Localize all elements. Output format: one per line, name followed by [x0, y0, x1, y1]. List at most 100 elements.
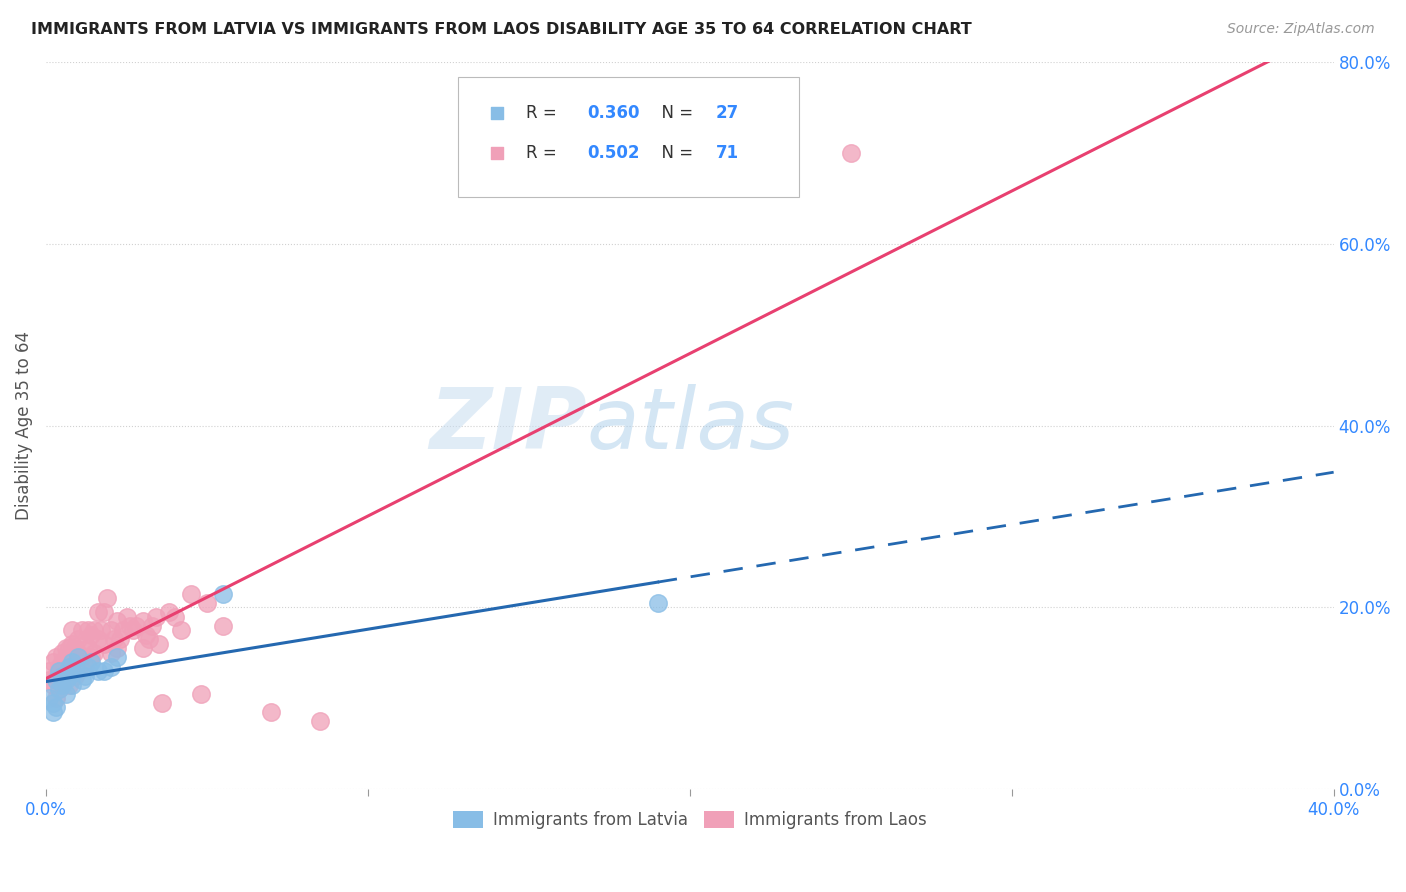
Point [70, 673, 93, 688]
Point [45, 668, 67, 682]
Point [63, 641, 86, 656]
Point [51, 668, 73, 682]
Point [60, 637, 83, 651]
Text: N =: N = [651, 104, 699, 122]
Point [77, 659, 100, 673]
Point [51, 655, 73, 669]
Point [48, 682, 70, 697]
Point [73, 659, 96, 673]
FancyBboxPatch shape [458, 77, 800, 196]
Point [41, 705, 63, 719]
Point [839, 146, 862, 161]
Point [77, 623, 100, 637]
Point [58, 641, 80, 656]
Point [86, 632, 108, 647]
Point [132, 641, 155, 656]
Point [73, 637, 96, 651]
Point [67, 646, 90, 660]
Point [110, 632, 132, 647]
Text: R =: R = [526, 104, 562, 122]
Point [308, 714, 330, 728]
Point [260, 705, 283, 719]
Point [1161, 0, 1184, 1]
Point [157, 605, 180, 619]
Text: atlas: atlas [586, 384, 794, 467]
Point [105, 614, 128, 628]
Point [41, 655, 63, 669]
Point [135, 628, 157, 642]
Point [80, 628, 103, 642]
Point [190, 687, 212, 701]
Point [125, 618, 148, 632]
Point [51, 673, 73, 688]
Point [80, 655, 103, 669]
Point [63, 668, 86, 682]
Point [67, 664, 90, 678]
Point [77, 641, 100, 656]
Point [132, 614, 155, 628]
Point [93, 637, 115, 651]
Point [100, 646, 122, 660]
Point [38, 664, 60, 678]
Point [45, 700, 67, 714]
Text: 27: 27 [716, 104, 740, 122]
Point [118, 618, 141, 632]
Point [80, 650, 103, 665]
Point [96, 591, 118, 606]
Text: ZIP: ZIP [429, 384, 586, 467]
Point [41, 678, 63, 692]
Point [150, 696, 173, 710]
Point [180, 587, 202, 601]
Y-axis label: Disability Age 35 to 64: Disability Age 35 to 64 [15, 331, 32, 520]
Point [86, 664, 108, 678]
Point [195, 596, 218, 610]
Point [55, 673, 77, 688]
Point [100, 659, 122, 673]
Point [38, 691, 60, 706]
Point [58, 664, 80, 678]
Point [647, 596, 669, 610]
Point [48, 664, 70, 678]
Point [58, 668, 80, 682]
Point [93, 664, 115, 678]
Point [41, 696, 63, 710]
Point [51, 646, 73, 660]
Text: N =: N = [651, 144, 699, 162]
Text: R =: R = [526, 144, 562, 162]
Point [93, 605, 115, 619]
Point [60, 678, 83, 692]
Point [138, 632, 160, 647]
Point [103, 632, 125, 647]
Point [60, 623, 83, 637]
Point [122, 623, 145, 637]
Point [60, 655, 83, 669]
Point [70, 650, 93, 665]
Text: 71: 71 [716, 144, 738, 162]
Point [63, 664, 86, 678]
Point [90, 623, 112, 637]
Point [48, 659, 70, 673]
Point [83, 623, 105, 637]
Point [48, 682, 70, 697]
Point [70, 623, 93, 637]
Point [67, 650, 90, 665]
Point [45, 691, 67, 706]
Point [60, 655, 83, 669]
Point [141, 618, 163, 632]
Point [100, 623, 122, 637]
Point [55, 687, 77, 701]
Point [73, 668, 96, 682]
Point [170, 623, 193, 637]
Point [55, 668, 77, 682]
Point [55, 641, 77, 656]
Point [58, 678, 80, 692]
Point [58, 659, 80, 673]
Point [83, 646, 105, 660]
Point [115, 609, 138, 624]
Point [51, 678, 73, 692]
Point [86, 605, 108, 619]
Point [38, 673, 60, 688]
Point [163, 609, 186, 624]
Text: 0.360: 0.360 [586, 104, 640, 122]
Point [112, 623, 135, 637]
